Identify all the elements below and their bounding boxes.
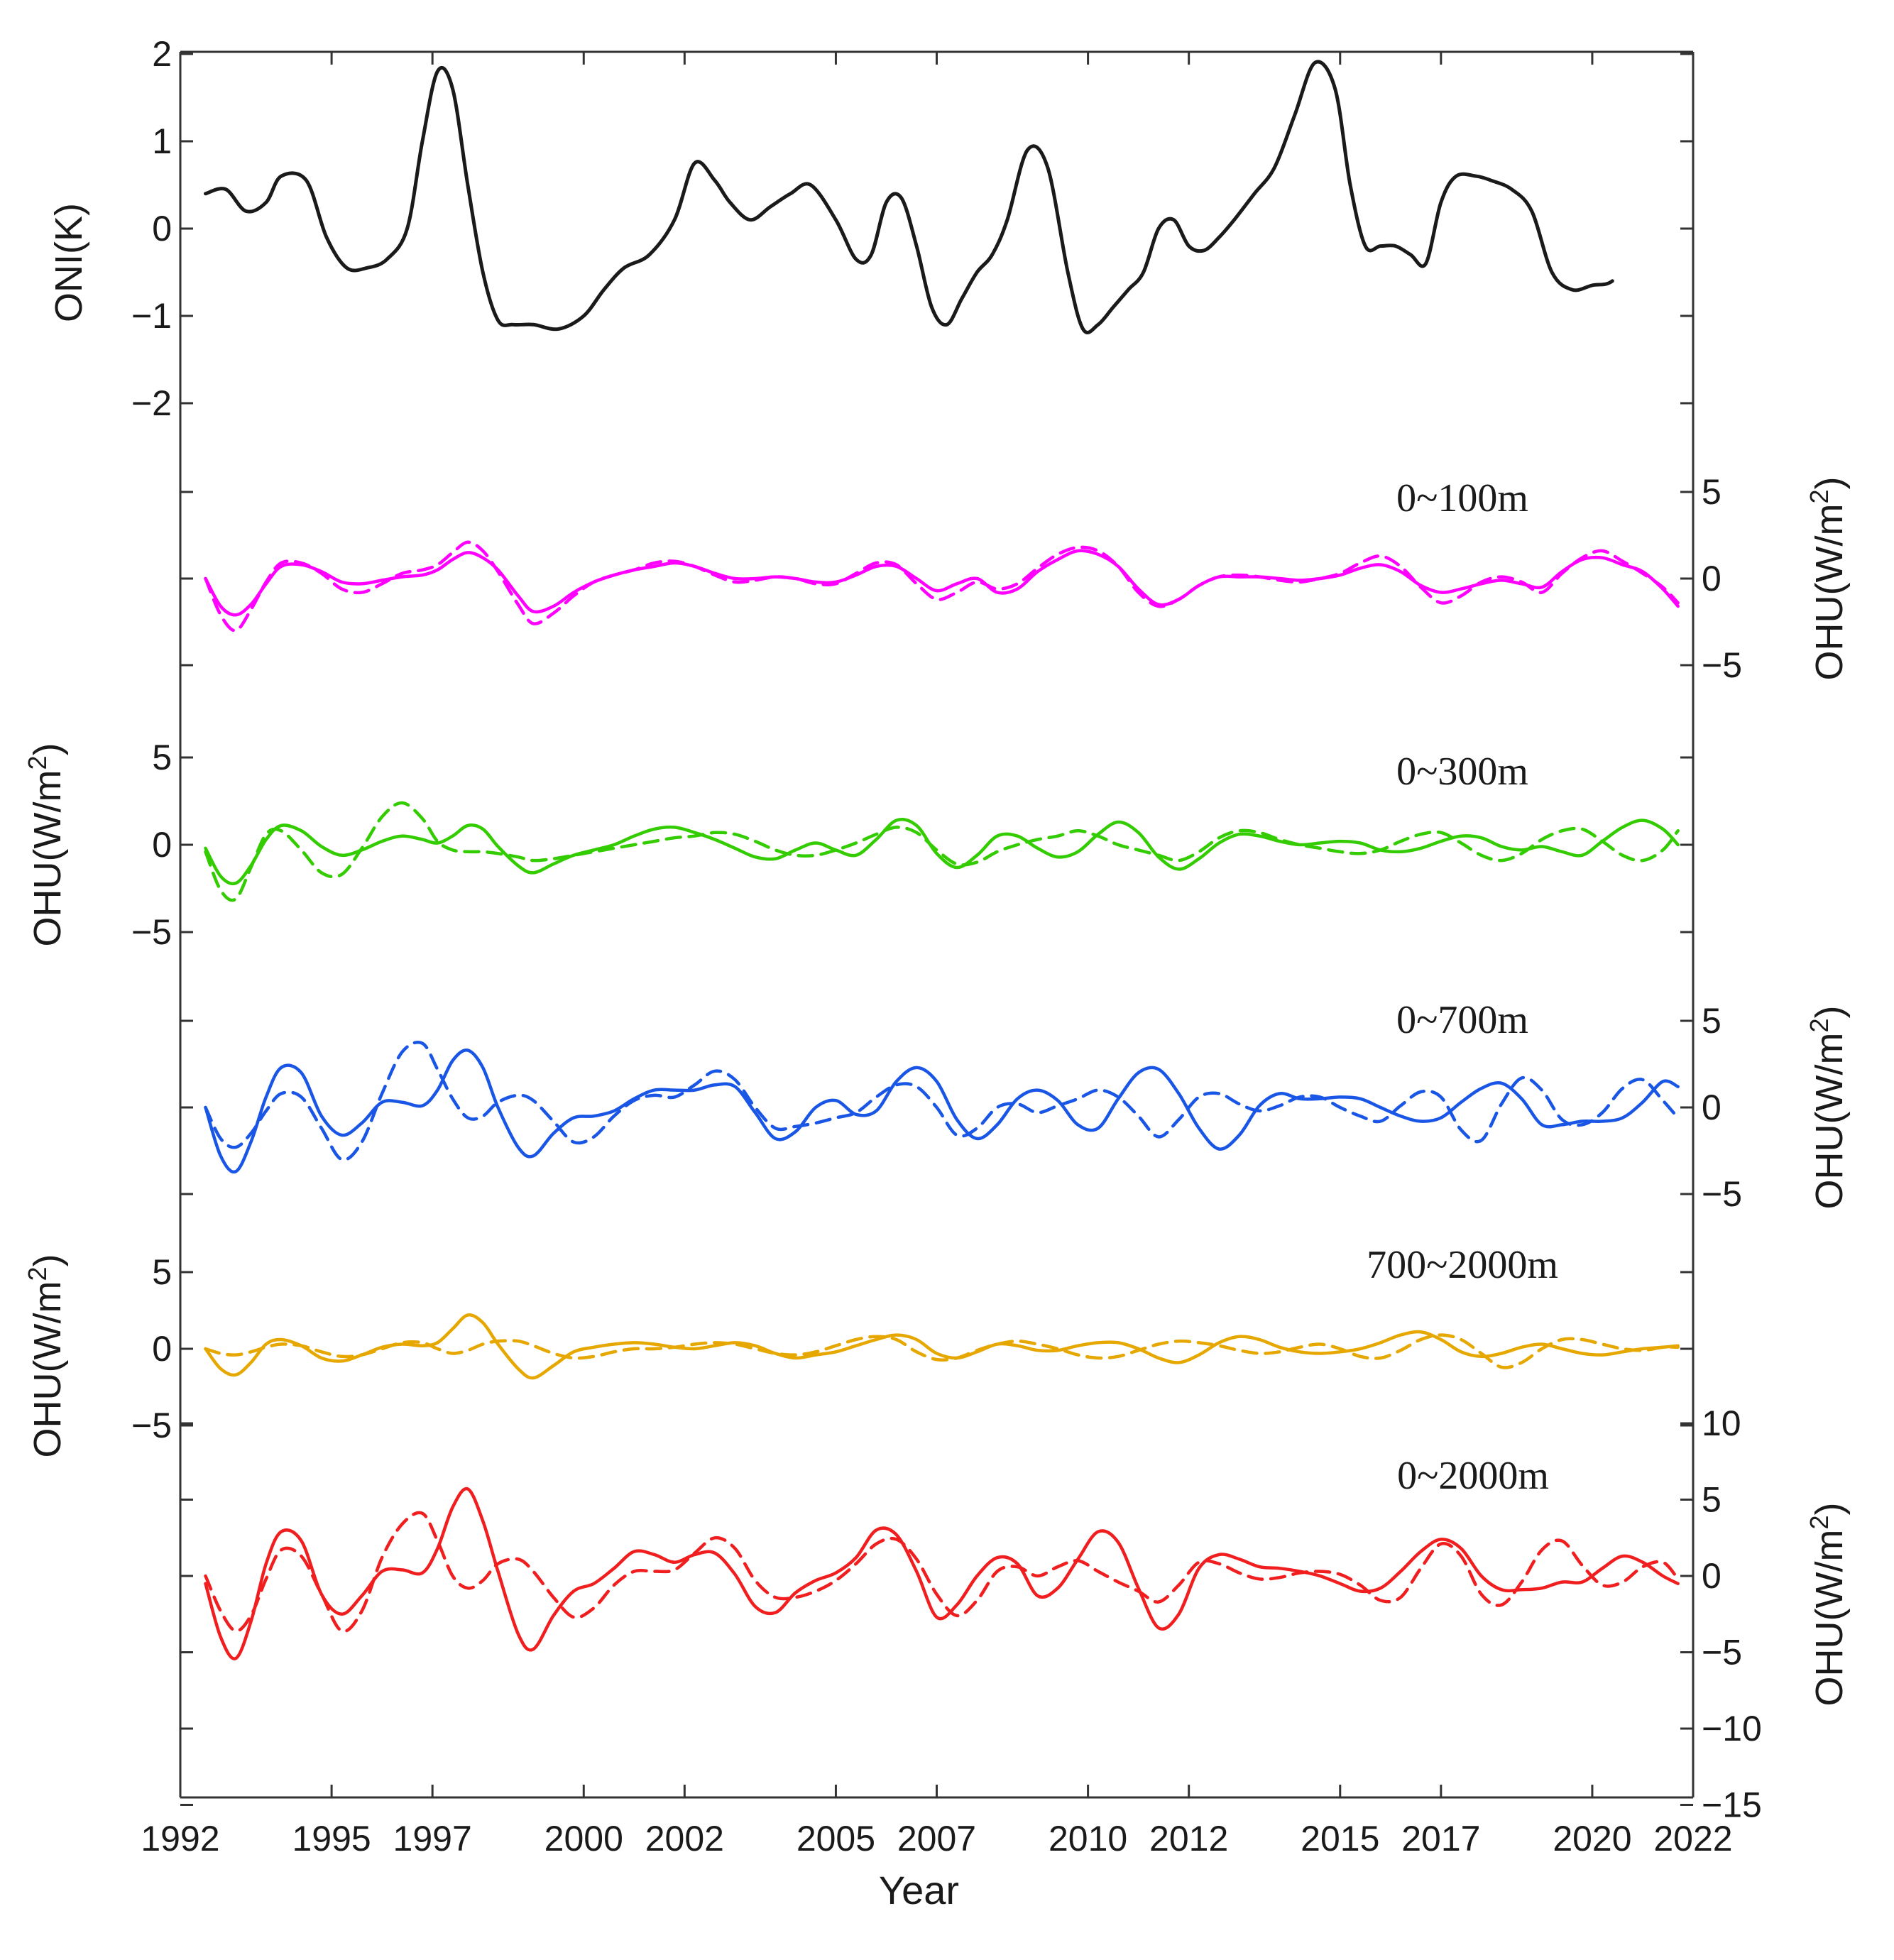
y-axis-label: OHU(W/m2)	[1805, 1006, 1851, 1210]
y-tick-label: 0	[1702, 1556, 1721, 1596]
panel-oni: 2 1 0 −1 −2 ONI(K)	[48, 34, 1693, 423]
panel-ohu2000deep: 5 0 −5 OHU(W/m2) 700~2000m	[23, 1243, 1693, 1457]
panel-ohu2000: 10 5 0 −5 −10 −15 OHU(W/m2) 0~2000m	[180, 1403, 1851, 1825]
y-tick-label: −5	[1702, 645, 1742, 685]
y-axis-label-tail: )	[26, 1254, 69, 1267]
y-axis-label-main: OHU(W/m	[1808, 504, 1851, 681]
series-line-dashed	[204, 801, 1680, 902]
y-tick-label: 0	[1702, 559, 1721, 598]
x-tick-label: 2020	[1553, 1819, 1631, 1858]
y-axis-label-tail: )	[1808, 1503, 1851, 1516]
y-tick-label: −5	[1702, 1174, 1742, 1214]
y-axis-label-tail: )	[26, 743, 69, 756]
y-axis-label-main: OHU(W/m	[1808, 1033, 1851, 1210]
x-tick-label: 2010	[1049, 1819, 1127, 1858]
y-tick-label: −1	[131, 296, 172, 336]
y-axis-label-superscript: 2	[1805, 1516, 1834, 1530]
series-line-dashed	[204, 1333, 1680, 1369]
panel-ohu300: 5 0 −5 OHU(W/m2) 0~300m	[23, 738, 1693, 952]
y-tick-label: −5	[1702, 1633, 1742, 1672]
y-axis-label-main: OHU(W/m	[26, 770, 69, 947]
y-tick-label: 0	[152, 825, 172, 865]
y-axis-label-superscript: 2	[23, 756, 52, 770]
y-axis-label-main: OHU(W/m	[1808, 1530, 1851, 1707]
x-tick-label: 1997	[393, 1819, 472, 1858]
x-tick-label: 2002	[645, 1819, 724, 1858]
y-axis-label-main: OHU(W/m	[26, 1281, 69, 1458]
panel-label: 0~300m	[1396, 750, 1528, 794]
y-tick-label: 5	[1702, 1480, 1721, 1520]
series-line-dashed	[204, 540, 1680, 633]
y-tick-label: 1	[152, 121, 172, 161]
panel-label: 0~2000m	[1397, 1454, 1549, 1498]
y-tick-label: 5	[1702, 1001, 1721, 1041]
x-tick-label: 2005	[797, 1819, 875, 1858]
y-axis-label-superscript: 2	[1805, 490, 1834, 504]
y-axis-label: OHU(W/m2)	[23, 1254, 69, 1458]
series-line-solid	[204, 549, 1680, 617]
panel-label: 700~2000m	[1367, 1243, 1558, 1287]
x-axis: 1992 1995 1997 2000 2002 2005 2007 2010 2012 2015…	[141, 52, 1733, 1858]
y-tick-label: −15	[1702, 1785, 1762, 1825]
y-tick-label: −10	[1702, 1709, 1762, 1748]
y-axis-label: OHU(W/m2)	[1805, 477, 1851, 681]
y-tick-label: 5	[152, 738, 172, 777]
x-tick-label: 2017	[1401, 1819, 1480, 1858]
y-axis-label: OHU(W/m2)	[23, 743, 69, 947]
y-tick-label: 2	[152, 34, 172, 74]
y-tick-label: 5	[1702, 472, 1721, 512]
x-tick-label: 2000	[544, 1819, 623, 1858]
y-tick-label: 0	[152, 209, 172, 248]
panel-label: 0~100m	[1396, 476, 1528, 520]
y-axis-label: ONI(K)	[48, 203, 90, 322]
y-axis-label-superscript: 2	[1805, 1019, 1834, 1033]
series-line-solid	[204, 60, 1614, 334]
y-axis-label-tail: )	[1808, 1006, 1851, 1019]
y-tick-label: −5	[131, 1406, 172, 1445]
panel-ohu700: 5 0 −5 OHU(W/m2) 0~700m	[180, 998, 1851, 1214]
y-axis-label: OHU(W/m2)	[1805, 1503, 1851, 1707]
x-tick-label: 1992	[141, 1819, 219, 1858]
panel-ohu100: 5 0 −5 OHU(W/m2) 0~100m	[180, 472, 1851, 685]
series-line-solid	[204, 1049, 1680, 1174]
series-line-dashed	[204, 1511, 1680, 1633]
x-tick-label: 1995	[292, 1819, 371, 1858]
series-line-solid	[204, 818, 1680, 886]
x-tick-label: 2012	[1149, 1819, 1228, 1858]
series-line-solid	[204, 1487, 1680, 1660]
y-tick-label: 10	[1702, 1403, 1741, 1443]
y-axis-label-tail: )	[1808, 477, 1851, 490]
x-tick-label: 2007	[897, 1819, 976, 1858]
y-tick-label: 0	[1702, 1088, 1721, 1127]
x-tick-label: 2015	[1301, 1819, 1379, 1858]
series-line-dashed	[204, 1041, 1680, 1161]
y-tick-label: 5	[152, 1252, 172, 1292]
y-tick-label: −2	[131, 383, 172, 423]
y-axis-label-superscript: 2	[23, 1267, 52, 1281]
y-axis-label-main: ONI(K)	[48, 203, 90, 322]
y-tick-label: 0	[152, 1329, 172, 1369]
series-line-solid	[204, 1313, 1680, 1380]
x-tick-label: 2022	[1653, 1819, 1732, 1858]
panel-label: 0~700m	[1396, 998, 1528, 1042]
y-tick-label: −5	[131, 912, 172, 952]
x-axis-label: Year	[879, 1868, 959, 1912]
